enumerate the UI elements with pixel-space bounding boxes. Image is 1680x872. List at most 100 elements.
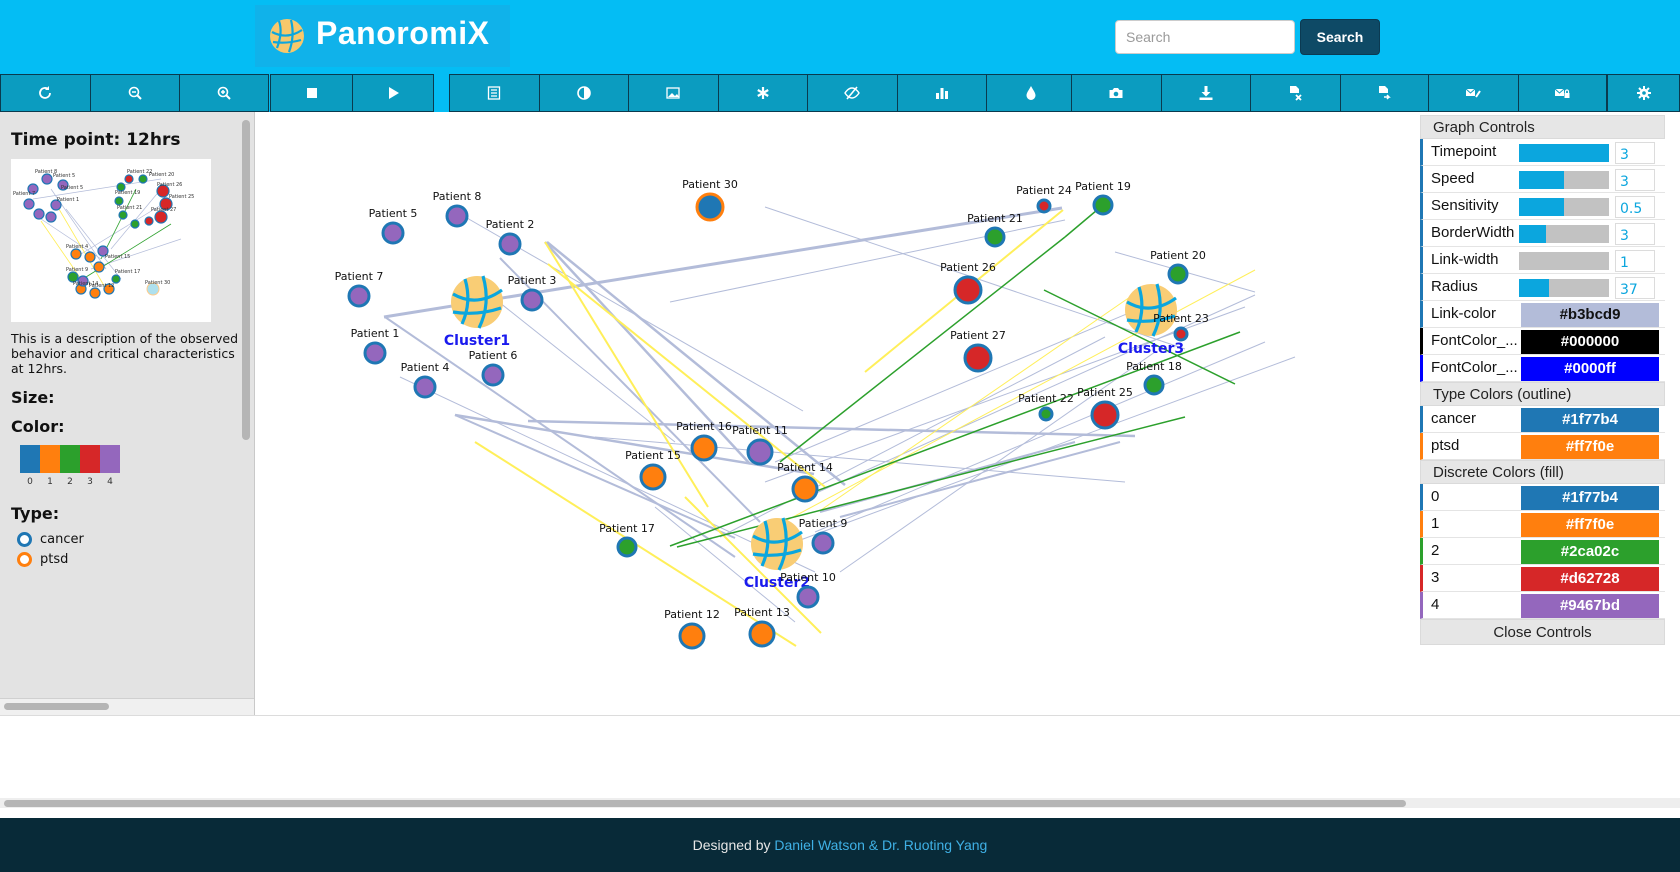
download-button[interactable] — [1160, 74, 1250, 112]
contrast-button[interactable] — [538, 74, 628, 112]
patient-node[interactable]: Patient 24 — [1016, 184, 1072, 214]
patient-node-circle[interactable] — [498, 232, 522, 256]
color-picker[interactable]: #ff7f0e — [1521, 435, 1659, 459]
patient-node-circle[interactable] — [690, 434, 718, 462]
patient-node-circle[interactable] — [347, 284, 371, 308]
patient-node-circle[interactable] — [1092, 194, 1114, 216]
slider-value-input[interactable]: 1 — [1615, 250, 1655, 272]
patient-node-circle[interactable] — [796, 585, 820, 609]
slider[interactable] — [1519, 225, 1609, 243]
patient-node-circle[interactable] — [1036, 198, 1052, 214]
list-button[interactable] — [449, 74, 539, 112]
patient-node-circle[interactable] — [1090, 400, 1120, 430]
slider-value-input[interactable]: 3 — [1615, 142, 1655, 164]
hide-button[interactable] — [807, 74, 897, 112]
bar-chart-button[interactable] — [896, 74, 986, 112]
file-remove-button[interactable] — [1250, 74, 1340, 112]
zoom-in-button[interactable] — [179, 74, 269, 112]
tint-button[interactable] — [986, 74, 1076, 112]
close-controls-button[interactable]: Close Controls — [1420, 619, 1665, 645]
patient-node-circle[interactable] — [953, 275, 983, 305]
slider-value-input[interactable]: 0.5 — [1615, 196, 1655, 218]
patient-node-circle[interactable] — [520, 288, 544, 312]
patient-node[interactable]: Patient 19 — [1075, 180, 1131, 216]
slider[interactable] — [1519, 171, 1609, 189]
patient-node-circle[interactable] — [791, 475, 819, 503]
color-picker[interactable]: #000000 — [1521, 330, 1659, 354]
color-picker[interactable]: #2ca02c — [1521, 540, 1659, 564]
slider-value-input[interactable]: 3 — [1615, 223, 1655, 245]
patient-node-circle[interactable] — [1143, 374, 1165, 396]
zoom-out-button[interactable] — [89, 74, 179, 112]
patient-node[interactable]: Patient 15 — [625, 449, 681, 491]
patient-node[interactable]: Patient 4 — [401, 361, 450, 399]
patient-node[interactable]: Patient 16 — [676, 420, 732, 462]
slider-value-input[interactable]: 37 — [1615, 277, 1655, 299]
play-button[interactable] — [352, 74, 434, 112]
logo[interactable]: PanoromiX — [255, 5, 510, 67]
patient-node[interactable]: Patient 3 — [508, 274, 557, 312]
panel-vertical-scrollbar[interactable] — [242, 120, 250, 440]
patient-node[interactable]: Patient 5 — [369, 207, 418, 245]
patient-node-circle[interactable] — [1167, 263, 1189, 285]
patient-node-circle[interactable] — [616, 536, 638, 558]
color-picker[interactable]: #b3bcd9 — [1521, 303, 1659, 327]
color-picker[interactable]: #9467bd — [1521, 594, 1659, 618]
bottom-horizontal-scrollbar[interactable] — [4, 800, 1406, 807]
refresh-button[interactable] — [0, 74, 90, 112]
patient-node-circle[interactable] — [963, 343, 993, 373]
patient-node-circle[interactable] — [1173, 326, 1189, 342]
discrete-colors-header[interactable]: Discrete Colors (fill) — [1420, 460, 1665, 484]
patient-node[interactable]: Patient 25 — [1077, 386, 1133, 430]
patient-node[interactable]: Patient 12 — [664, 608, 720, 650]
patient-node-circle[interactable] — [381, 221, 405, 245]
patient-node[interactable]: Patient 27 — [950, 329, 1006, 373]
patient-node[interactable]: Patient 1 — [351, 327, 400, 365]
patient-node[interactable]: Patient 7 — [335, 270, 384, 308]
stop-button[interactable] — [270, 74, 352, 112]
settings-button[interactable] — [1607, 74, 1680, 112]
patient-node-circle[interactable] — [481, 363, 505, 387]
patient-node[interactable]: Patient 17 — [599, 522, 655, 558]
search-input[interactable] — [1115, 20, 1295, 54]
slider[interactable] — [1519, 198, 1609, 216]
patient-node-circle[interactable] — [639, 463, 667, 491]
graph-controls-header[interactable]: Graph Controls — [1420, 115, 1665, 139]
patient-node[interactable]: Patient 10 — [780, 571, 836, 609]
patient-node-circle[interactable] — [746, 438, 774, 466]
camera-button[interactable] — [1071, 74, 1161, 112]
patient-node-circle[interactable] — [678, 622, 706, 650]
search-button[interactable]: Search — [1300, 19, 1380, 55]
patient-node[interactable]: Patient 22 — [1018, 392, 1074, 422]
patient-node[interactable]: Patient 21 — [967, 212, 1023, 248]
panel-horizontal-scrollbar[interactable] — [4, 703, 109, 710]
patient-node[interactable]: Patient 6 — [469, 349, 518, 387]
patient-node-circle[interactable] — [363, 341, 387, 365]
patient-node[interactable]: Patient 20 — [1150, 249, 1206, 285]
patient-node-circle[interactable] — [445, 204, 469, 228]
patient-node-circle[interactable] — [1038, 406, 1054, 422]
patient-node[interactable]: Patient 8 — [433, 190, 482, 228]
slider-value-input[interactable]: 3 — [1615, 169, 1655, 191]
color-picker[interactable]: #0000ff — [1521, 357, 1659, 381]
patient-node-circle[interactable] — [811, 531, 835, 555]
patient-node[interactable]: Patient 13 — [734, 606, 790, 648]
asterisk-button[interactable] — [717, 74, 807, 112]
color-picker[interactable]: #d62728 — [1521, 567, 1659, 591]
type-colors-header[interactable]: Type Colors (outline) — [1420, 382, 1665, 406]
patient-node-circle[interactable] — [695, 192, 725, 222]
slider[interactable] — [1519, 144, 1609, 162]
footer-authors-link[interactable]: Daniel Watson & Dr. Ruoting Yang — [774, 837, 988, 853]
slider[interactable] — [1519, 252, 1609, 270]
patient-node[interactable]: Patient 14 — [777, 461, 833, 503]
patient-node[interactable]: Patient 11 — [732, 424, 788, 466]
mail-lock-button[interactable] — [1517, 74, 1607, 112]
network-graph[interactable]: Cluster1 Cluster2 Cluster3 Patient 30 Pat… — [255, 112, 1420, 712]
patient-node[interactable]: Patient 30 — [682, 178, 738, 222]
file-export-button[interactable] — [1339, 74, 1429, 112]
slider[interactable] — [1519, 279, 1609, 297]
patient-node-circle[interactable] — [984, 226, 1006, 248]
mail-edit-button[interactable] — [1428, 74, 1518, 112]
color-picker[interactable]: #ff7f0e — [1521, 513, 1659, 537]
